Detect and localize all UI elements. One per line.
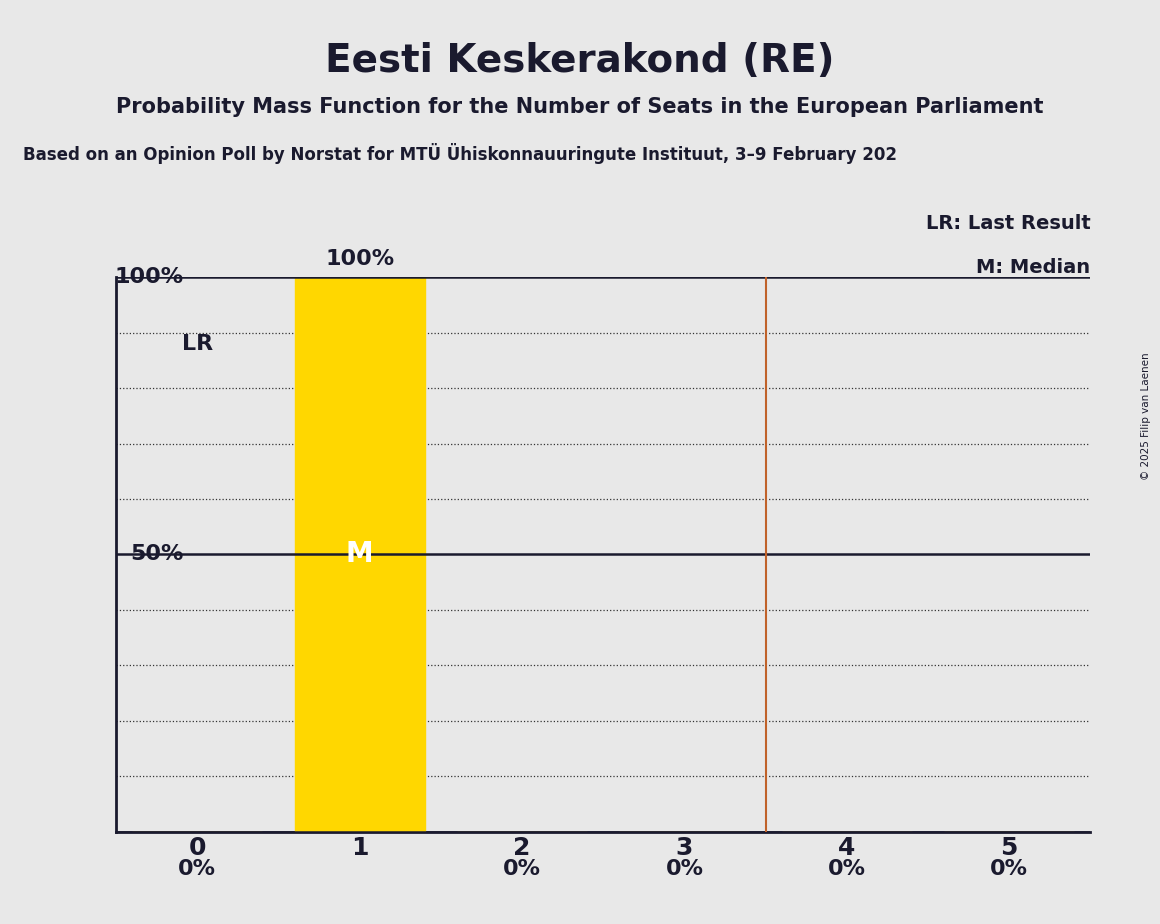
Text: 0%: 0%: [179, 859, 216, 880]
Text: 0%: 0%: [666, 859, 703, 880]
Text: LR: LR: [182, 334, 212, 354]
Text: 0%: 0%: [991, 859, 1028, 880]
Text: © 2025 Filip van Laenen: © 2025 Filip van Laenen: [1141, 352, 1151, 480]
Text: M: M: [346, 541, 374, 568]
Text: 100%: 100%: [114, 267, 183, 287]
Text: 0%: 0%: [503, 859, 541, 880]
Text: Probability Mass Function for the Number of Seats in the European Parliament: Probability Mass Function for the Number…: [116, 97, 1044, 117]
Text: 50%: 50%: [130, 544, 183, 565]
Text: Based on an Opinion Poll by Norstat for MTÜ Ühiskonnauuringute Instituut, 3–9 Fe: Based on an Opinion Poll by Norstat for …: [23, 143, 897, 164]
Bar: [295, 277, 425, 832]
Text: 0%: 0%: [828, 859, 865, 880]
Text: M: Median: M: Median: [977, 258, 1090, 277]
Text: 100%: 100%: [325, 249, 394, 269]
Text: LR: Last Result: LR: Last Result: [926, 213, 1090, 233]
Text: Eesti Keskerakond (RE): Eesti Keskerakond (RE): [325, 42, 835, 79]
